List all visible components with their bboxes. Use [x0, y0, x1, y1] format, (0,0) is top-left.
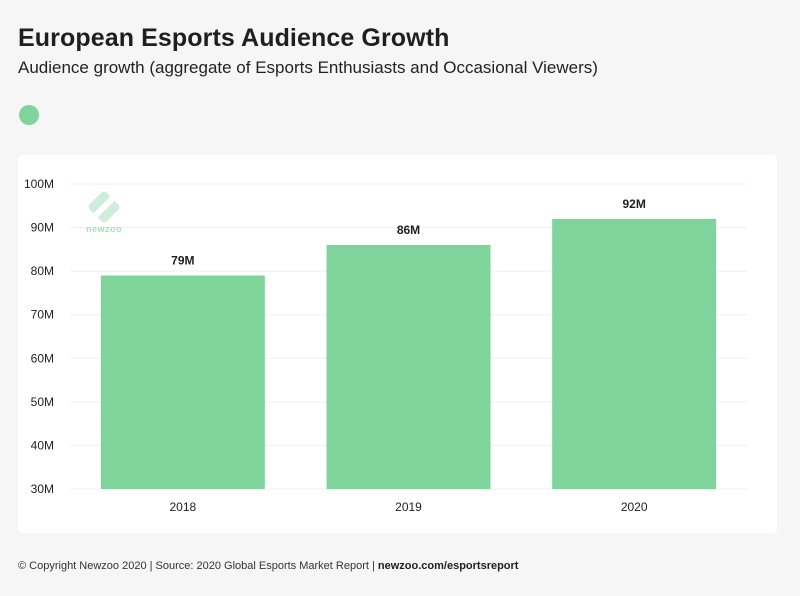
- newzoo-logo: newzoo: [86, 191, 122, 234]
- newzoo-logo-text: newzoo: [86, 224, 122, 234]
- y-tick-label: 90M: [31, 221, 54, 235]
- chart-title: European Esports Audience Growth: [18, 24, 450, 52]
- y-tick-label: 30M: [31, 482, 54, 496]
- x-axis-ticks: 2018 2019 2020: [169, 500, 647, 514]
- footer-link[interactable]: newzoo.com/esportsreport: [377, 560, 519, 572]
- bar-value-label: 86M: [397, 223, 420, 237]
- x-tick-label: 2020: [621, 500, 648, 514]
- bar[interactable]: [326, 245, 491, 489]
- y-axis-ticks: 30M 40M 50M 60M 70M 80M 90M 100M: [24, 177, 54, 496]
- bar[interactable]: [100, 275, 265, 490]
- newzoo-logo-icon: [88, 191, 120, 223]
- y-tick-label: 50M: [31, 395, 54, 409]
- bars: [100, 218, 717, 490]
- y-tick-label: 80M: [31, 264, 54, 278]
- footer-copyright: © Copyright Newzoo 2020 | Source: 2020 G…: [18, 560, 378, 572]
- bar-chart: 30M 40M 50M 60M 70M 80M 90M 100M newzoo 79M 86M 9…: [24, 177, 747, 514]
- footer: © Copyright Newzoo 2020 | Source: 2020 G…: [18, 560, 518, 572]
- bar-value-label: 79M: [171, 254, 194, 268]
- y-tick-label: 100M: [24, 177, 54, 191]
- chart-subtitle: Audience growth (aggregate of Esports En…: [18, 58, 598, 77]
- x-tick-label: 2019: [395, 500, 422, 514]
- y-tick-label: 60M: [31, 351, 54, 365]
- bar[interactable]: [552, 218, 717, 489]
- bar-value-label: 92M: [622, 197, 645, 211]
- y-tick-label: 40M: [31, 438, 54, 452]
- legend-marker: [19, 105, 39, 125]
- y-tick-label: 70M: [31, 308, 54, 322]
- chart-card: 30M 40M 50M 60M 70M 80M 90M 100M newzoo 79M 86M 9…: [18, 155, 777, 533]
- x-tick-label: 2018: [169, 500, 196, 514]
- bar-value-labels: 79M 86M 92M: [171, 197, 646, 268]
